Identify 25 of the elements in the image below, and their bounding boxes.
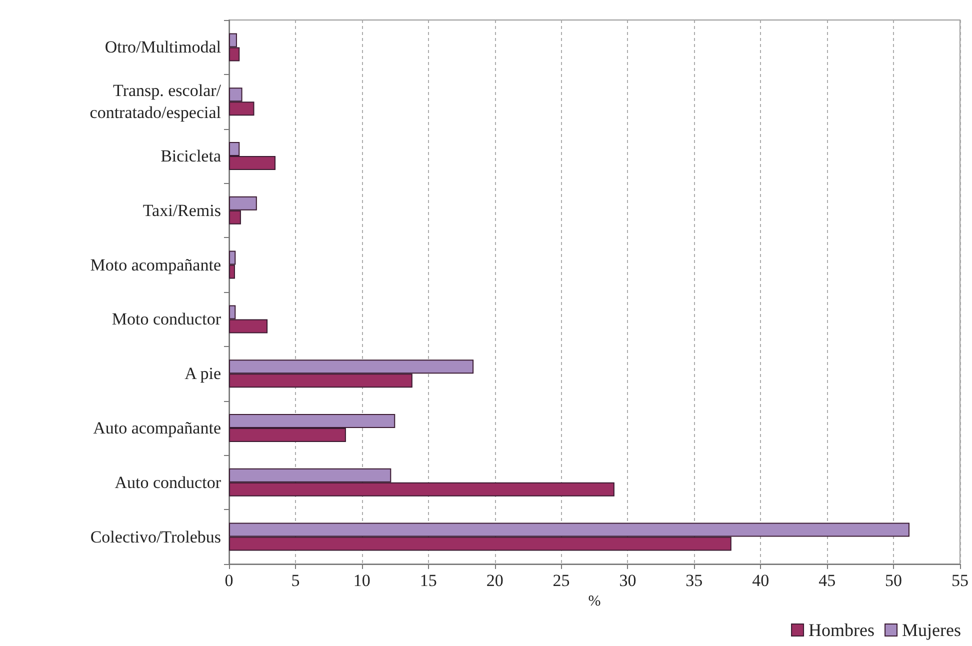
x-tick-label: 30	[619, 571, 636, 590]
x-tick-label: 35	[686, 571, 703, 590]
legend-label: Hombres	[808, 620, 875, 640]
y-tick-label: Auto conductor	[114, 472, 222, 492]
y-tick-label: Auto acompañante	[93, 418, 221, 438]
y-tick-label: Colectivo/Trolebus	[90, 527, 221, 546]
x-tick-label: 25	[552, 571, 570, 590]
y-tick-label: Taxi/Remis	[142, 200, 221, 220]
y-tick-label: Moto acompañante	[90, 255, 221, 274]
x-tick-label: 50	[885, 571, 902, 590]
x-tick-label: 55	[952, 571, 968, 590]
x-axis-title: %	[588, 593, 601, 610]
x-tick-label: 40	[752, 571, 770, 590]
y-tick-label: Transp. escolar/ contratado/especial	[90, 81, 222, 122]
legend-label: Mujeres	[902, 620, 961, 640]
y-tick-label: Moto conductor	[112, 310, 222, 329]
x-tick-label: 5	[291, 571, 300, 590]
x-tick-label: 15	[420, 571, 437, 590]
x-tick-label: 10	[353, 571, 370, 590]
x-tick-label: 20	[486, 571, 504, 590]
y-tick-label: Bicicleta	[160, 146, 222, 166]
x-tick-label: 45	[818, 571, 836, 590]
y-tick-label: A pie	[184, 364, 221, 384]
y-tick-label: Otro/Multimodal	[104, 38, 222, 57]
x-tick-label: 0	[224, 571, 234, 590]
